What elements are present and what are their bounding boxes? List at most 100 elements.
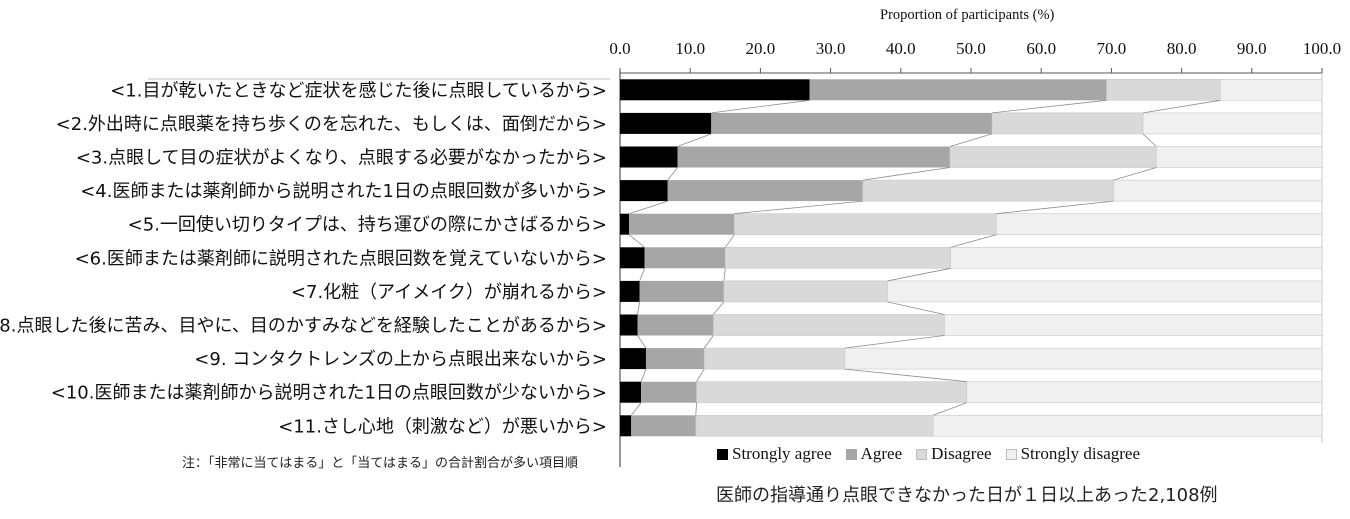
category-label: <7.化粧（アイメイク）が崩れるから> xyxy=(291,282,607,303)
bar-segment-agree xyxy=(631,415,696,437)
bar-segment-agree xyxy=(667,180,863,202)
x-tick-label: 100.0 xyxy=(1303,39,1341,58)
bar-segment-disagree xyxy=(991,112,1144,135)
legend: Strongly agree Agree Disagree Strongly d… xyxy=(717,444,1140,464)
bar-segment-strongly-disagree xyxy=(844,347,1323,370)
series-connector-line xyxy=(713,301,725,315)
series-connector-line xyxy=(932,402,967,416)
bar-segment-disagree xyxy=(734,213,997,235)
series-connector-line xyxy=(1142,133,1157,147)
bar-segment-strongly-disagree xyxy=(950,247,1323,269)
series-connector-line xyxy=(887,267,951,282)
series-connector-line xyxy=(996,200,1114,215)
legend-label-strongly-agree: Strongly agree xyxy=(732,444,832,463)
bar-segment-strongly-disagree xyxy=(1113,179,1323,202)
bar-segment-disagree xyxy=(696,381,968,404)
legend-item-strongly-disagree: Strongly disagree xyxy=(1005,444,1140,464)
bar-segment-strongly-disagree xyxy=(995,213,1323,235)
bar-segment-strongly-agree xyxy=(620,415,632,437)
bar-segment-strongly-agree xyxy=(620,280,640,302)
x-tick-label: 60.0 xyxy=(1026,39,1056,58)
series-connector-line xyxy=(844,335,945,349)
legend-item-strongly-agree: Strongly agree xyxy=(717,444,832,464)
legend-swatch-agree xyxy=(845,448,857,460)
bar-segment-strongly-agree xyxy=(620,146,678,168)
series-connector-line xyxy=(887,301,945,315)
x-tick-label: 10.0 xyxy=(675,39,705,58)
legend-item-agree: Agree xyxy=(845,444,903,464)
series-connector-line xyxy=(677,133,712,147)
bar-segment-disagree xyxy=(862,179,1114,202)
bar-segment-strongly-agree xyxy=(620,180,668,202)
series-connector-line xyxy=(1113,167,1157,181)
category-label: <11.さし心地（刺激など）が悪いから> xyxy=(278,416,607,437)
bar-segment-strongly-disagree xyxy=(1142,112,1323,135)
series-connector-line xyxy=(667,167,678,181)
bar-segment-strongly-disagree xyxy=(887,280,1323,303)
bar-segment-agree xyxy=(637,314,714,336)
bar-segment-agree xyxy=(644,247,726,269)
x-tick-label: 30.0 xyxy=(816,39,846,58)
bar-segment-strongly-agree xyxy=(620,247,645,269)
series-connector-line xyxy=(696,368,705,382)
series-connector-line xyxy=(639,268,645,282)
bar-segment-agree xyxy=(711,112,993,134)
series-connector-line xyxy=(703,335,714,349)
bar-segment-disagree xyxy=(713,314,945,336)
bar-segment-agree xyxy=(677,146,950,168)
series-connector-line xyxy=(949,133,993,147)
bar-segment-strongly-disagree xyxy=(1156,146,1323,168)
bar-segment-agree xyxy=(639,280,724,302)
series-connector-line xyxy=(862,167,950,181)
series-connector-line xyxy=(637,301,641,315)
legend-swatch-disagree xyxy=(916,448,928,460)
category-label: <4.医師または薬剤師から説明された1日の点眼回数が多いから> xyxy=(80,181,607,202)
legend-swatch-strongly-disagree xyxy=(1005,448,1017,460)
bar-segment-strongly-disagree xyxy=(1219,79,1323,101)
series-connector-line xyxy=(628,234,645,248)
bar-segment-agree xyxy=(809,79,1107,101)
bar-segment-strongly-disagree xyxy=(944,314,1323,336)
category-label: <1.目が乾いたときなど症状を感じた後に点眼しているから> xyxy=(110,80,607,101)
bar-segment-disagree xyxy=(724,247,951,269)
category-label: <6.医師または薬剤師に説明された点眼回数を覚えていないから> xyxy=(75,248,607,269)
x-axis-title: Proportion of participants (%) xyxy=(880,7,1055,23)
bar-segment-strongly-agree xyxy=(620,314,638,336)
series-connector-line xyxy=(734,200,863,215)
legend-item-disagree: Disagree xyxy=(916,444,992,464)
bar-segment-agree xyxy=(641,381,697,403)
sort-order-note: 注：「非常に当てはまる」と「当てはまる」の合計割合が多い項目順 xyxy=(182,456,578,471)
bar-segment-disagree xyxy=(723,280,888,303)
category-label: <2.外出時に点眼薬を持ち歩くのを忘れた、もしくは、面倒だから> xyxy=(56,114,607,135)
series-connector-line xyxy=(724,234,735,248)
bar-segment-disagree xyxy=(695,414,934,437)
bar-segment-strongly-agree xyxy=(620,348,646,370)
x-tick-label: 80.0 xyxy=(1167,39,1197,58)
category-label: <8.点眼した後に苦み、目やに、目のかすみなどを経験したことがあるから> xyxy=(0,316,607,337)
series-connector-line xyxy=(844,368,967,383)
x-tick-label: 20.0 xyxy=(746,39,776,58)
series-connector-line xyxy=(723,268,726,281)
bar-segment-disagree xyxy=(949,146,1157,168)
legend-label-agree: Agree xyxy=(860,444,903,463)
x-tick-label: 0.0 xyxy=(609,39,630,58)
bar-segment-agree xyxy=(629,213,735,235)
sample-size-caption: 医師の指導通り点眼できなかった日が１日以上あった2,108例 xyxy=(716,485,1218,506)
bar-segment-disagree xyxy=(703,347,845,370)
x-tick-label: 90.0 xyxy=(1237,39,1267,58)
legend-swatch-strongly-agree xyxy=(717,448,728,460)
category-label: <10.医師または薬剤師から説明された1日の点眼回数が少ないから> xyxy=(51,383,607,404)
series-connector-line xyxy=(637,335,647,349)
x-tick-label: 40.0 xyxy=(886,39,916,58)
series-connector-line xyxy=(711,99,810,114)
bar-segment-agree xyxy=(645,348,705,370)
series-connector-line xyxy=(950,234,997,248)
bar-segment-strongly-agree xyxy=(620,79,810,101)
x-tick-label: 70.0 xyxy=(1097,39,1127,58)
series-connector-line xyxy=(629,200,668,215)
bar-segment-strongly-disagree xyxy=(932,414,1323,437)
x-tick-label: 50.0 xyxy=(956,39,986,58)
legend-label-disagree: Disagree xyxy=(931,444,992,463)
category-label: <5.一回使い切りタイプは、持ち運びの際にかさばるから> xyxy=(128,215,607,236)
